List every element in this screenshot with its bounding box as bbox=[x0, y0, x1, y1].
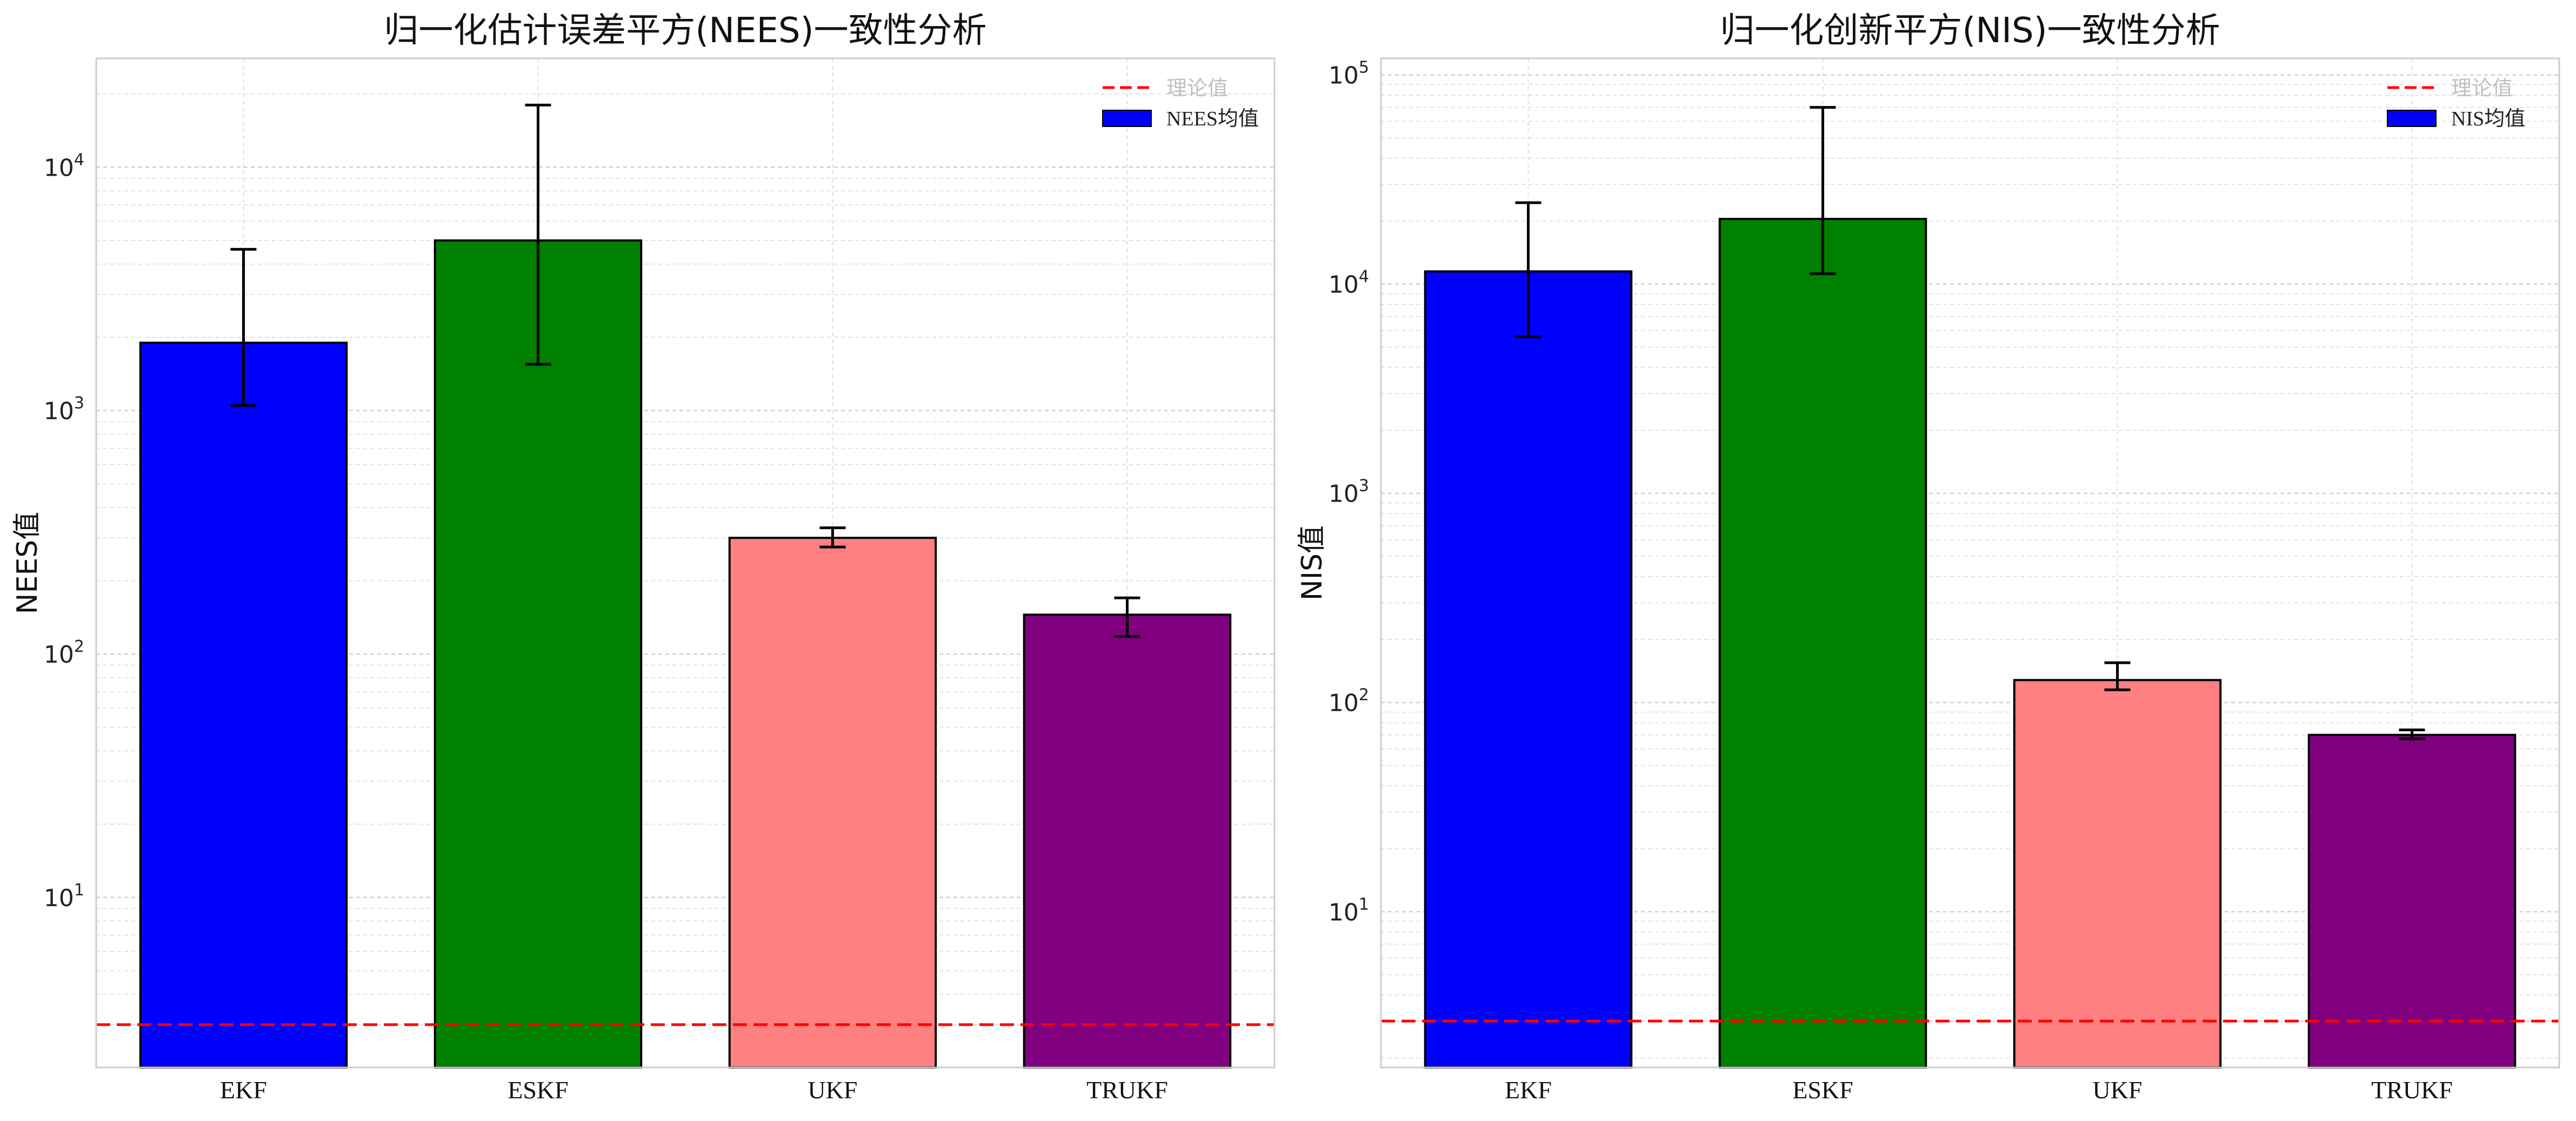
bar-trukf bbox=[2307, 733, 2517, 1069]
error-bar-ukf bbox=[2104, 661, 2131, 691]
x-tick-labels: EKF ESKF UKF TRUKF bbox=[220, 1076, 1168, 1104]
bar-ekf bbox=[139, 342, 348, 1069]
x-tick-label: ESKF bbox=[508, 1076, 568, 1104]
y-tick-label: 103 bbox=[44, 394, 84, 425]
y-tick-labels: 101 102 103 104 105 bbox=[1329, 58, 1369, 926]
legend-label: NIS均值 bbox=[2451, 108, 2525, 130]
y-tick-label: 104 bbox=[44, 150, 84, 182]
axes-frame bbox=[95, 57, 1276, 1069]
y-tick-label: 101 bbox=[1329, 895, 1369, 926]
y-tick-label: 103 bbox=[1329, 477, 1369, 508]
y-axis-label: NEES值 bbox=[11, 512, 44, 615]
legend-swatch-patch bbox=[1102, 110, 1152, 127]
legend-swatch-patch bbox=[2387, 110, 2437, 127]
legend-label: 理论值 bbox=[2451, 76, 2513, 100]
error-bar-eskf bbox=[525, 103, 551, 366]
y-tick-label: 102 bbox=[44, 637, 84, 669]
axes-frame bbox=[1380, 57, 2560, 1069]
x-tick-label: ESKF bbox=[1792, 1076, 1853, 1104]
legend-label: NEES均值 bbox=[1166, 108, 1259, 130]
chart-panel-1: 101 102 103 104 EKF ESKF UKF TRUKF 归一化估计误差平方(NEE… bbox=[11, 11, 1276, 1104]
x-tick-labels: EKF ESKF UKF TRUKF bbox=[1505, 1076, 2453, 1104]
y-tick-labels: 101 102 103 104 bbox=[44, 150, 84, 912]
legend: 理论值 NEES均值 bbox=[1102, 76, 1259, 130]
bars bbox=[1424, 218, 2517, 1069]
legend: 理论值 NIS均值 bbox=[2387, 76, 2525, 130]
x-tick-label: EKF bbox=[1505, 1076, 1552, 1104]
bar-eskf bbox=[1718, 218, 1927, 1069]
legend-label: 理论值 bbox=[1166, 76, 1228, 100]
x-tick-label: TRUKF bbox=[2371, 1076, 2453, 1104]
bar-ukf bbox=[2013, 679, 2222, 1069]
error-bar-eskf bbox=[1810, 106, 1836, 276]
chart-panel-2: 101 102 103 104 105 EKF ESKF UKF TRUKF 归一化创新平方(NI… bbox=[1296, 11, 2560, 1104]
error-bar-ukf bbox=[819, 526, 846, 549]
chart-title: 归一化创新平方(NIS)一致性分析 bbox=[1720, 11, 2220, 51]
bar-ukf bbox=[728, 537, 937, 1069]
error-bar-trukf bbox=[1114, 596, 1140, 638]
error-bar-ekf bbox=[1515, 201, 1541, 338]
bar-eskf bbox=[433, 239, 643, 1069]
y-tick-label: 102 bbox=[1329, 686, 1369, 717]
error-bars bbox=[230, 103, 1140, 638]
x-tick-label: TRUKF bbox=[1086, 1076, 1168, 1104]
chart-title: 归一化估计误差平方(NEES)一致性分析 bbox=[384, 11, 986, 51]
y-tick-label: 105 bbox=[1329, 58, 1369, 90]
bar-trukf bbox=[1023, 613, 1232, 1069]
error-bars bbox=[1515, 106, 2425, 740]
y-axis-label: NIS值 bbox=[1296, 525, 1329, 600]
error-bar-ekf bbox=[230, 248, 257, 407]
y-tick-label: 104 bbox=[1329, 268, 1369, 299]
bar-ekf bbox=[1424, 270, 1633, 1069]
error-bar-trukf bbox=[2399, 728, 2425, 740]
bars bbox=[139, 239, 1232, 1069]
x-tick-label: EKF bbox=[220, 1076, 267, 1104]
x-tick-label: UKF bbox=[2092, 1076, 2142, 1104]
y-tick-label: 101 bbox=[44, 880, 84, 912]
x-tick-label: UKF bbox=[807, 1076, 857, 1104]
